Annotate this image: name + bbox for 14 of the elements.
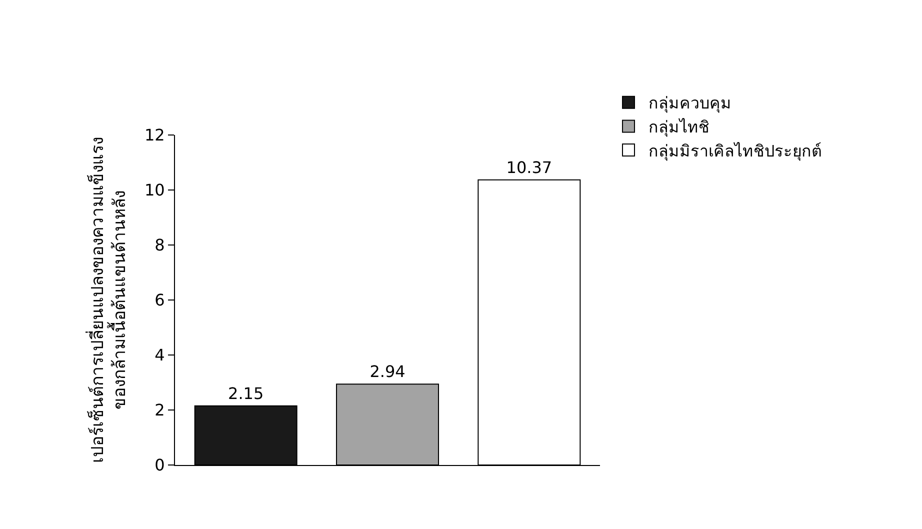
y-tick-label: 4 [154, 346, 165, 365]
y-axis-title: เปอร์เซ็นต์การเปลี่ยนแปลงของความแข็งแรง ของกล้ามเนื้อต้นแขนด้านหลัง [84, 137, 130, 463]
data-label: 10.37 [506, 158, 552, 177]
y-tick-label: 10 [144, 180, 165, 200]
legend-label: กลุ่มไทชิ [648, 117, 710, 138]
y-tick-label: 0 [154, 456, 165, 475]
legend-label: กลุ่มควบคุม [648, 94, 732, 114]
y-tick-label: 6 [154, 290, 165, 310]
data-label: 2.94 [370, 362, 406, 382]
y-tick-label: 12 [144, 126, 165, 145]
legend-label: กลุ่มมิราเคิลไทชิประยุกต์ [648, 141, 822, 162]
y-tick-label: 8 [154, 236, 165, 255]
data-label: 2.15 [228, 384, 264, 403]
y-tick-label: 2 [154, 400, 165, 420]
